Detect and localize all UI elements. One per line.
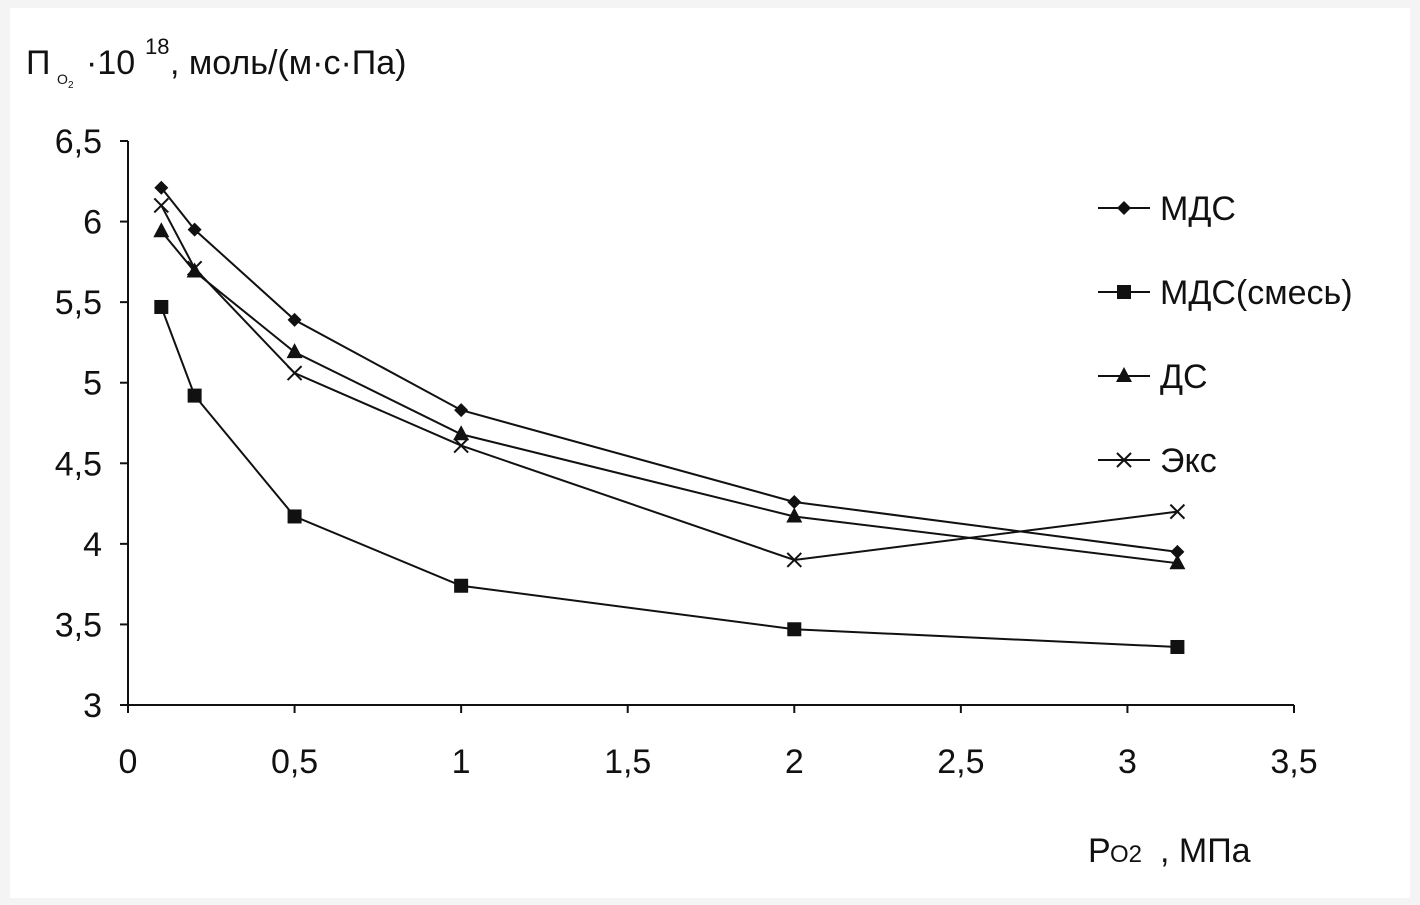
y-axis-title-symbol: П bbox=[26, 44, 50, 82]
data-point bbox=[186, 260, 203, 277]
cross-stroke bbox=[153, 197, 170, 214]
data-point bbox=[153, 222, 170, 238]
y-tick-label: 6 bbox=[83, 204, 102, 242]
data-point bbox=[287, 509, 302, 524]
cross-stroke bbox=[786, 552, 802, 568]
data-point bbox=[454, 403, 469, 418]
cross-stroke bbox=[186, 260, 203, 277]
legend-marker bbox=[1116, 367, 1132, 382]
data-point bbox=[786, 552, 802, 568]
legend-marker bbox=[1117, 201, 1131, 215]
series-layer bbox=[153, 180, 1186, 654]
x-tick-label: 3 bbox=[1118, 743, 1137, 781]
series-line bbox=[160, 187, 1178, 553]
legend-label: Экс bbox=[1160, 442, 1217, 480]
y-tick-label: 4 bbox=[83, 526, 102, 564]
series-1 bbox=[154, 299, 1185, 654]
data-point bbox=[1170, 639, 1185, 654]
line-chart: П O 2 ·10 18 , моль/(м·с·Па) P O2 , МПа … bbox=[26, 34, 1353, 870]
x-axis-title: P O2 , МПа bbox=[1088, 832, 1251, 870]
y-axis-title-units: , моль/(м·с·Па) bbox=[170, 44, 406, 82]
legend-label: ДС bbox=[1160, 358, 1208, 396]
legend-item: ДС bbox=[1098, 358, 1208, 396]
x-tick-label: 1 bbox=[452, 743, 471, 781]
x-tick-label: 2,5 bbox=[937, 743, 984, 781]
data-point bbox=[287, 312, 302, 327]
cross-stroke bbox=[1169, 503, 1186, 520]
x-tick-label: 2 bbox=[785, 743, 804, 781]
series-2 bbox=[153, 222, 1186, 570]
cross-stroke bbox=[1116, 452, 1132, 468]
chart-figure: П O 2 ·10 18 , моль/(м·с·Па) P O2 , МПа … bbox=[10, 8, 1410, 898]
legend-marker bbox=[1116, 452, 1132, 468]
x-axis-title-units: , МПа bbox=[1160, 832, 1251, 870]
data-point bbox=[787, 494, 802, 509]
y-tick-label: 5 bbox=[83, 365, 102, 403]
y-axis-title-multiplier: ·10 bbox=[86, 44, 135, 82]
y-axis-title-subscript: O bbox=[57, 71, 68, 87]
series-line bbox=[160, 230, 1178, 565]
y-axis-title-exponent: 18 bbox=[145, 34, 169, 59]
x-tick-label: 1,5 bbox=[604, 743, 651, 781]
data-point bbox=[787, 622, 802, 637]
data-point bbox=[187, 222, 202, 237]
y-tick-label: 3 bbox=[83, 687, 102, 725]
data-point bbox=[454, 578, 469, 593]
data-point bbox=[1170, 544, 1185, 559]
series-line bbox=[160, 204, 1178, 561]
data-point bbox=[286, 343, 303, 359]
y-axis-title-subscript-2: 2 bbox=[68, 80, 74, 91]
x-tick-label: 3,5 bbox=[1270, 743, 1317, 781]
series-3 bbox=[153, 197, 1186, 568]
axes: 3 3,5 4 4,5 5 5,5 6 6,5 0 0,5 1 1,5 2 2,5 3 3,5 bbox=[55, 123, 1318, 781]
data-point bbox=[453, 437, 469, 454]
legend-item: МДС(смесь) bbox=[1098, 274, 1353, 312]
data-point bbox=[453, 425, 470, 441]
legend-item: МДС bbox=[1098, 190, 1236, 228]
x-tick-label: 0,5 bbox=[271, 743, 318, 781]
series-line bbox=[160, 306, 1178, 648]
x-axis-title-subscript: O2 bbox=[1110, 841, 1142, 868]
data-point bbox=[1169, 554, 1186, 570]
y-tick-label: 5,5 bbox=[55, 284, 102, 322]
series-0 bbox=[154, 180, 1185, 559]
y-axis-title: П O 2 ·10 18 , моль/(м·с·Па) bbox=[26, 34, 406, 91]
x-axis-title-symbol: P bbox=[1088, 832, 1111, 870]
y-tick-label: 3,5 bbox=[55, 606, 102, 644]
y-tick-label: 4,5 bbox=[55, 445, 102, 483]
legend-item: Экс bbox=[1098, 442, 1217, 480]
legend-label: МДС(смесь) bbox=[1160, 274, 1353, 312]
data-point bbox=[153, 197, 170, 214]
x-tick-label: 0 bbox=[119, 743, 138, 781]
data-point bbox=[154, 180, 169, 195]
legend: МДС МДС(смесь) ДС Экс bbox=[1098, 190, 1353, 480]
data-point bbox=[154, 299, 169, 314]
legend-label: МДС bbox=[1160, 190, 1236, 228]
data-point bbox=[187, 388, 202, 403]
data-point bbox=[286, 365, 303, 381]
data-point bbox=[1169, 503, 1186, 520]
y-tick-label: 6,5 bbox=[55, 123, 102, 161]
data-point bbox=[786, 507, 803, 523]
legend-marker bbox=[1117, 285, 1131, 299]
cross-stroke bbox=[286, 365, 303, 381]
cross-stroke bbox=[453, 437, 469, 454]
